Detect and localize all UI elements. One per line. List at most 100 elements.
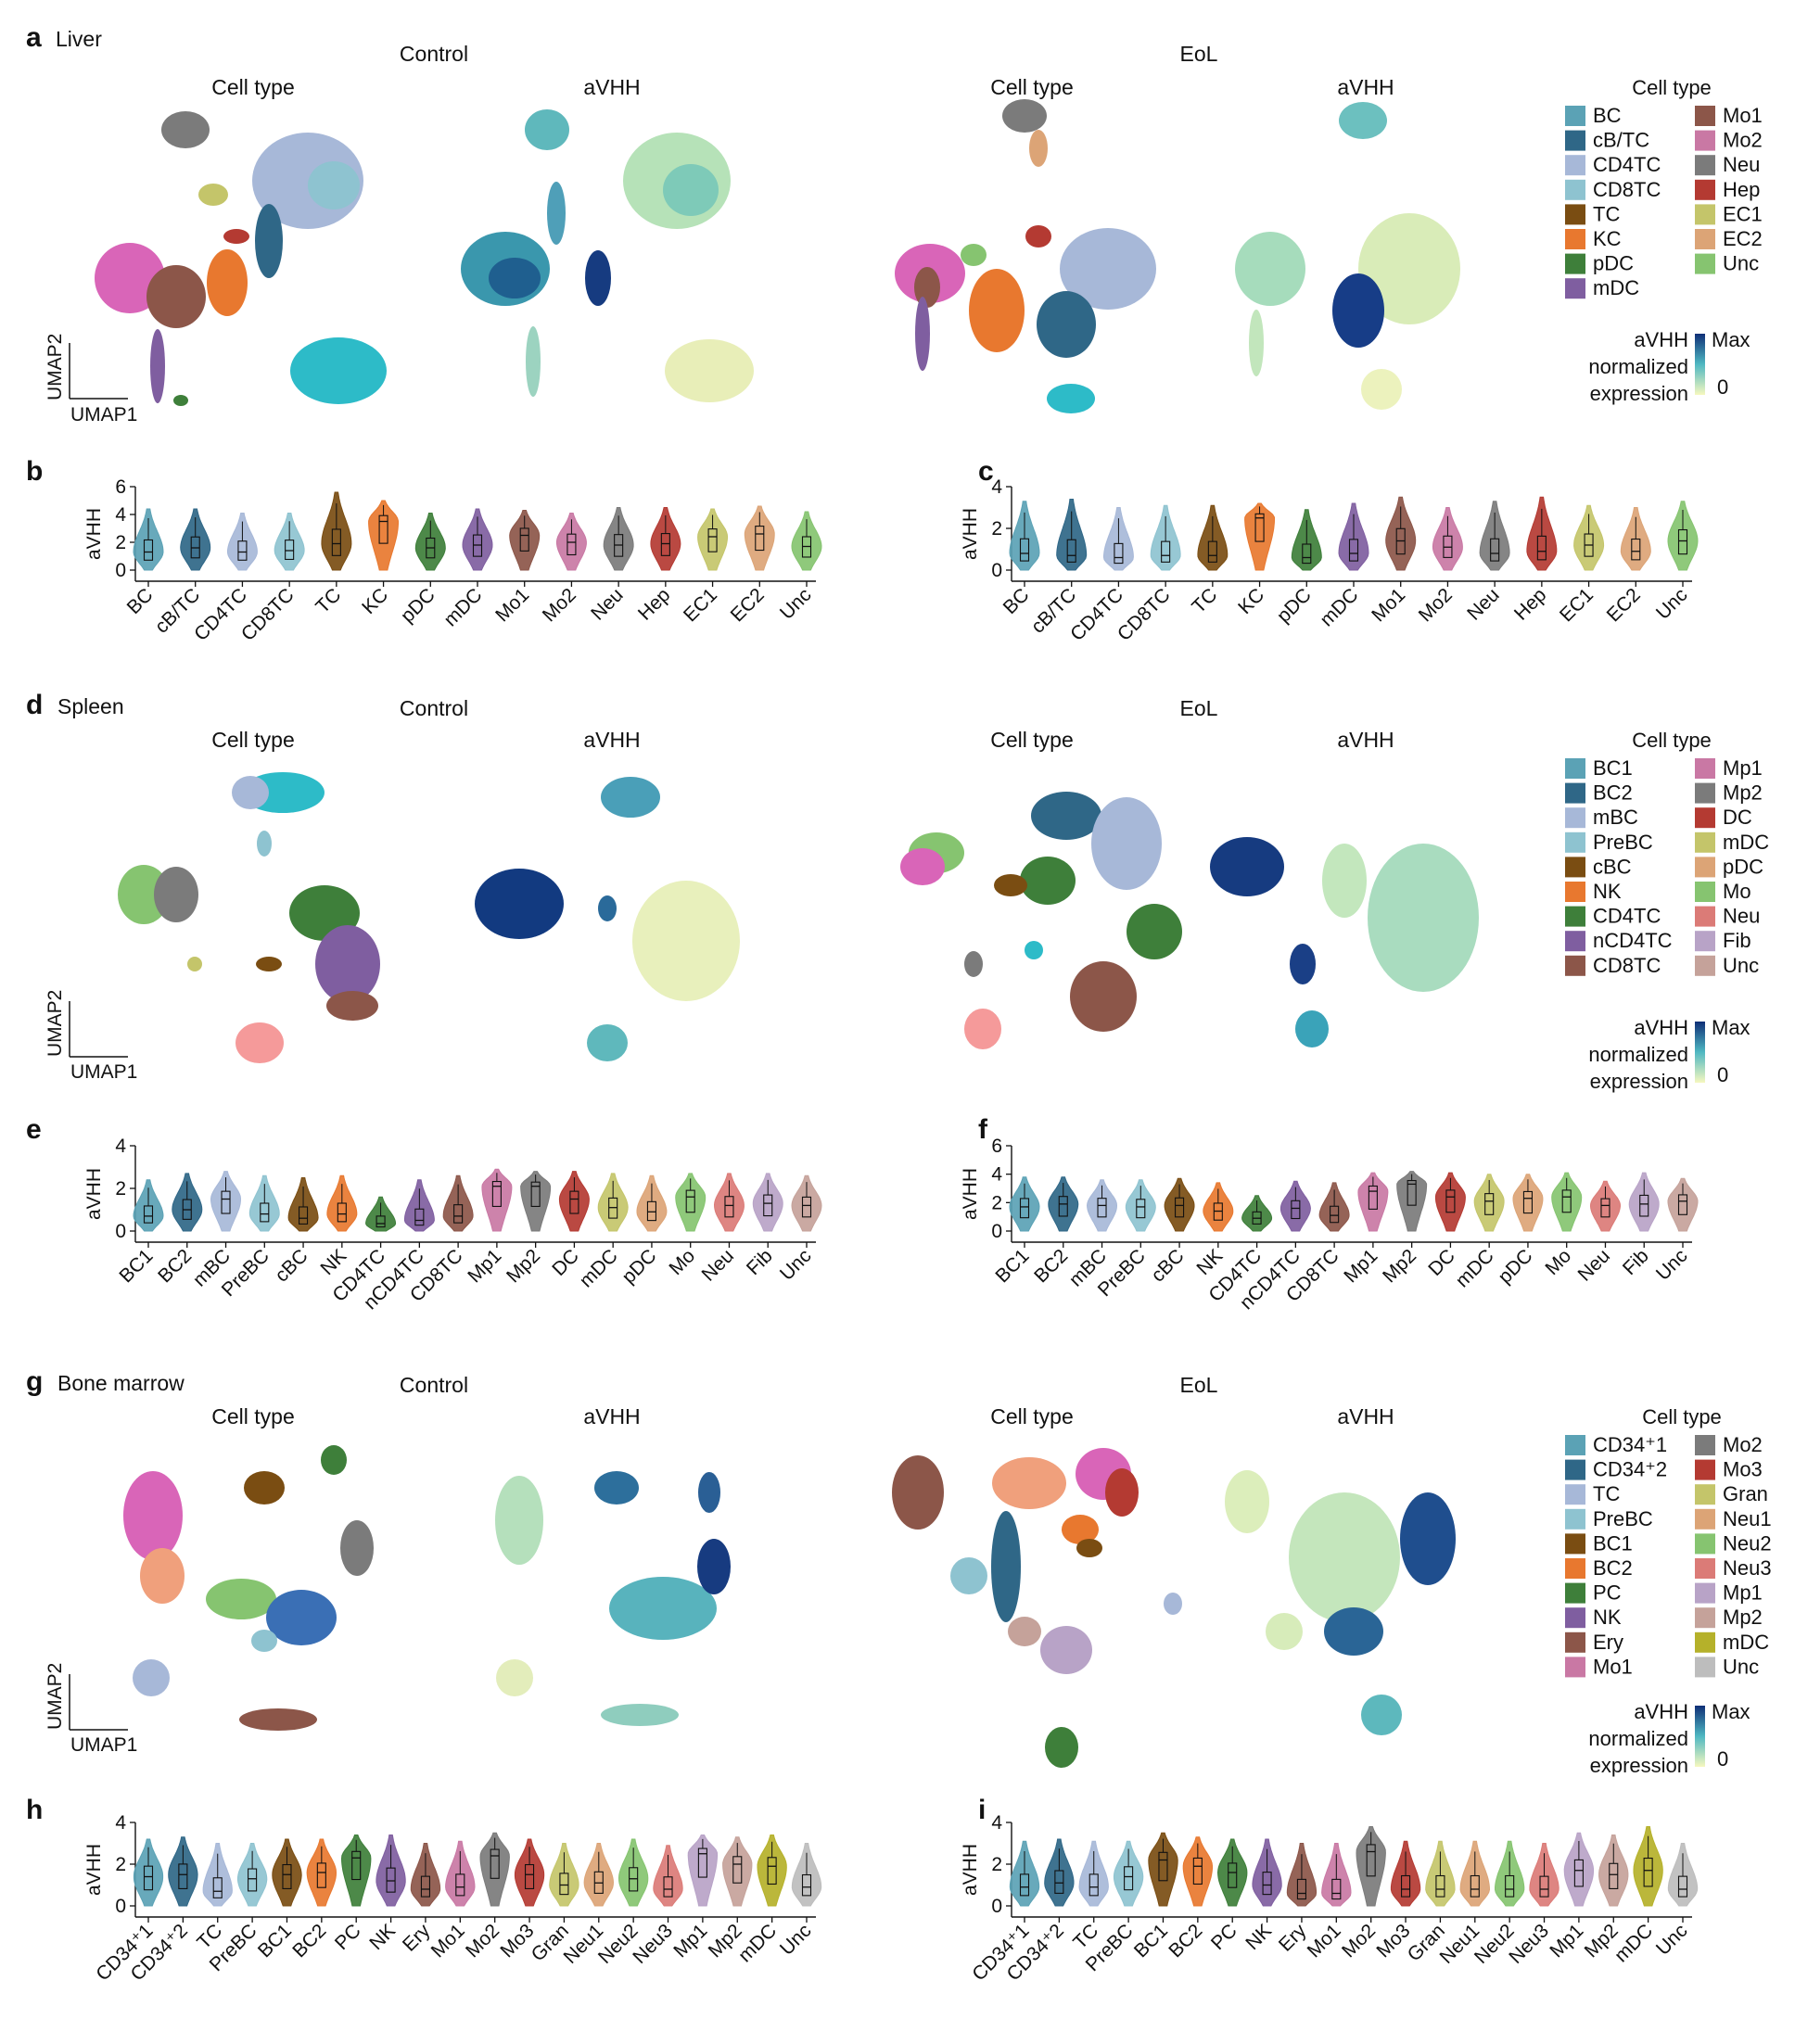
violin-4 — [272, 1838, 302, 1907]
legend-swatch — [1565, 1631, 1585, 1653]
colorbar-title: aVHH — [1634, 1700, 1688, 1723]
umap-title-avhh: aVHH — [583, 75, 640, 99]
violin-10 — [603, 507, 634, 571]
violin-1 — [168, 1836, 198, 1907]
legend-label: NK — [1593, 880, 1622, 903]
legend-label: CD34⁺2 — [1593, 1458, 1667, 1481]
legend-label: Unc — [1723, 252, 1759, 275]
x-tick-label: Neu2 — [1470, 1920, 1519, 1968]
legend-label: nCD4TC — [1593, 929, 1673, 952]
violin-18 — [757, 1835, 787, 1907]
y-axis-label: aVHH — [83, 1168, 105, 1220]
legend-swatch — [1695, 906, 1715, 927]
violin-11 — [1434, 1172, 1466, 1232]
legend-title: Cell type — [1632, 76, 1712, 99]
x-tick-label: Mp2 — [503, 1245, 544, 1287]
x-tick-label: Unc — [776, 1920, 816, 1960]
legend-swatch — [1695, 229, 1715, 249]
x-tick-label: EC2 — [1603, 584, 1645, 626]
legend-label: PreBC — [1593, 831, 1653, 854]
x-tick-label: Neu — [587, 584, 628, 625]
legend-label: pDC — [1723, 855, 1763, 878]
umap-celltype-plot — [123, 1445, 374, 1731]
x-tick-label: Neu — [1463, 584, 1504, 625]
x-tick-label: Mo — [665, 1245, 699, 1279]
violin-8 — [1385, 496, 1417, 571]
legend-label: Fib — [1723, 929, 1751, 952]
y-tick-label: 6 — [991, 1136, 1002, 1157]
legend-swatch — [1565, 1459, 1585, 1480]
colorbar-min-label: 0 — [1717, 1063, 1728, 1086]
legend-label: Neu — [1723, 905, 1760, 928]
legend-label: cB/TC — [1593, 129, 1649, 152]
x-tick-label: Unc — [1652, 584, 1692, 624]
x-tick-label: KC — [358, 584, 392, 618]
x-tick-label: Unc — [1652, 1245, 1692, 1285]
legend-label: Mo — [1723, 880, 1751, 903]
violin-10 — [479, 1832, 510, 1907]
umap2-label: UMAP2 — [45, 334, 66, 400]
x-tick-label: Hep — [1510, 584, 1551, 625]
legend-swatch — [1565, 1657, 1585, 1678]
violin-14 — [1667, 501, 1699, 571]
x-tick-label: Ery — [1275, 1920, 1311, 1956]
y-tick-label: 4 — [991, 476, 1002, 498]
violin-16 — [1563, 1832, 1595, 1907]
violin-14 — [791, 511, 822, 571]
umap-title-avhh: aVHH — [1337, 75, 1394, 99]
violin-14 — [675, 1173, 707, 1232]
y-tick-label: 2 — [991, 518, 1002, 540]
colorbar-title-line3: expression — [1590, 1070, 1688, 1093]
colorbar-title-line2: normalized — [1588, 1727, 1688, 1750]
legend-swatch — [1695, 1631, 1715, 1653]
y-tick-label: 4 — [991, 1164, 1002, 1186]
x-tick-label: Mo1 — [491, 584, 533, 626]
x-tick-label: Mo2 — [462, 1920, 503, 1961]
violin-18 — [1633, 1826, 1663, 1907]
celltype-legend: Cell type CD34⁺1CD34⁺2TCPreBCBC1BC2PCNKE… — [1565, 1405, 1772, 1678]
umap-avhh-plot — [1225, 1470, 1456, 1735]
violin-10 — [1356, 1826, 1386, 1907]
violin-1 — [172, 1173, 203, 1232]
x-tick-label: EC1 — [680, 584, 721, 626]
legend-swatch — [1695, 1459, 1715, 1480]
x-tick-label: pDC — [618, 1245, 661, 1288]
legend-label: DC — [1723, 806, 1752, 829]
legend-label: mDC — [1723, 831, 1769, 854]
panel-a: a Liver Control EoL Cell type aVHH Cell … — [26, 22, 1763, 425]
violin-8 — [509, 510, 541, 571]
legend-swatch — [1695, 931, 1715, 952]
y-tick-label: 0 — [991, 1896, 1002, 1917]
x-tick-label: KC — [1234, 584, 1268, 618]
legend-swatch — [1565, 1533, 1585, 1555]
legend-label: mDC — [1593, 276, 1639, 299]
legend-label: BC1 — [1593, 756, 1633, 780]
violin-17 — [791, 1174, 822, 1232]
legend-swatch — [1565, 1558, 1585, 1579]
x-tick-label: mDC — [1610, 1920, 1657, 1966]
legend-swatch — [1565, 155, 1585, 176]
legend-swatch — [1695, 253, 1715, 274]
umap-celltype-plot — [118, 772, 380, 1063]
legend-label: CD8TC — [1593, 178, 1661, 201]
violin-11 — [650, 507, 681, 571]
colorbar-title: aVHH — [1634, 328, 1688, 351]
x-tick-label: Unc — [776, 584, 816, 624]
legend-label: NK — [1593, 1606, 1622, 1629]
x-tick-label: BC2 — [154, 1245, 196, 1287]
legend-swatch — [1695, 1484, 1715, 1505]
legend-label: Mo3 — [1723, 1458, 1763, 1481]
legend-swatch — [1565, 807, 1585, 829]
legend-label: Neu1 — [1723, 1507, 1772, 1530]
x-tick-label: mDC — [1316, 584, 1362, 630]
legend-swatch — [1695, 106, 1715, 126]
x-tick-label: Fib — [743, 1245, 777, 1279]
x-tick-label: mDC — [439, 584, 486, 630]
violin-13 — [1512, 1174, 1544, 1232]
panel-letter: f — [978, 1114, 988, 1145]
panel-d: d Spleen Control EoL Cell type aVHH Cell… — [26, 690, 1769, 1093]
umap-celltype-plot — [900, 792, 1182, 1049]
tissue-title: Liver — [56, 27, 102, 51]
